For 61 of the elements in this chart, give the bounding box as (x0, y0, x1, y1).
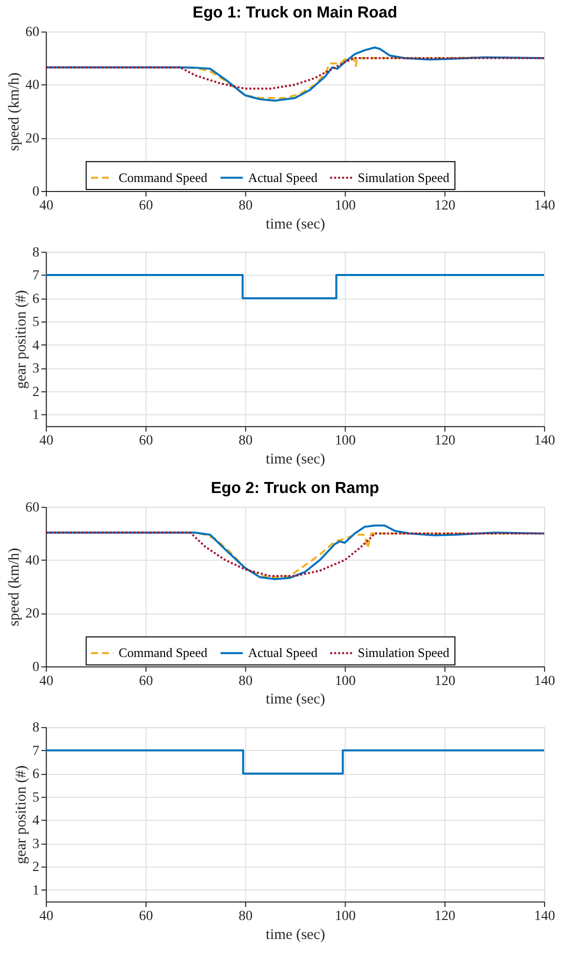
x-tick-label: 80 (238, 198, 253, 214)
x-tick-label: 100 (334, 908, 356, 924)
y-tick-label: 4 (32, 814, 40, 829)
x-tick-label: 120 (434, 908, 456, 924)
x-tick-label: 140 (534, 908, 556, 924)
x-axis-title: time (sec) (266, 926, 326, 943)
y-tick-label: 60 (25, 500, 40, 516)
y-tick-label: 40 (25, 554, 40, 569)
x-axis-title: time (sec) (266, 452, 326, 468)
y-tick-label: 0 (32, 184, 40, 200)
x-tick-label: 120 (434, 198, 456, 214)
y-tick-label: 1 (32, 883, 40, 898)
y-tick-label: 6 (32, 767, 40, 782)
x-tick-label: 100 (334, 434, 356, 449)
x-axis-title: time (sec) (266, 692, 326, 708)
x-tick-label: 80 (238, 908, 253, 924)
y-axis-title: gear position (#) (13, 765, 30, 864)
legend-label: Actual Speed (248, 170, 318, 185)
y-axis-title: gear position (#) (13, 290, 30, 389)
y-tick-label: 3 (32, 836, 40, 852)
y-tick-label: 2 (32, 860, 40, 876)
y-tick-label: 7 (32, 744, 40, 759)
y-tick-label: 3 (32, 362, 40, 377)
x-tick-label: 120 (434, 434, 456, 449)
y-axis-title: speed (km/h) (6, 72, 22, 151)
y-tick-label: 1 (32, 408, 40, 424)
x-axis-title: time (sec) (266, 216, 326, 232)
x-tick-label: 80 (238, 674, 253, 689)
x-tick-label: 60 (139, 908, 153, 924)
y-tick-label: 20 (25, 606, 40, 622)
y-axis-title: speed (km/h) (6, 548, 22, 626)
x-tick-label: 60 (139, 198, 153, 214)
x-tick-label: 140 (534, 198, 556, 214)
y-tick-label: 7 (32, 268, 40, 284)
y-tick-label: 20 (25, 131, 40, 146)
y-tick-label: 2 (32, 384, 40, 400)
legend-label: Command Speed (118, 645, 208, 660)
x-tick-label: 140 (534, 434, 556, 449)
x-tick-label: 60 (139, 674, 153, 689)
y-tick-label: 8 (32, 720, 40, 736)
y-tick-label: 8 (32, 245, 40, 260)
x-tick-label: 80 (238, 434, 253, 449)
x-tick-label: 120 (434, 674, 456, 689)
chart-title: Ego 1: Truck on Main Road (192, 4, 398, 22)
legend-label: Simulation Speed (358, 645, 450, 660)
legend-label: Actual Speed (248, 645, 318, 660)
y-tick-label: 0 (32, 660, 40, 675)
chart-title: Ego 2: Truck on Ramp (210, 480, 380, 497)
line-series (44, 57, 546, 90)
y-tick-label: 5 (32, 790, 40, 806)
y-tick-label: 4 (32, 338, 40, 354)
x-tick-label: 140 (534, 674, 556, 689)
y-tick-label: 6 (32, 292, 40, 307)
y-tick-label: 60 (25, 25, 40, 40)
x-tick-label: 100 (334, 198, 356, 214)
legend-label: Command Speed (118, 170, 208, 185)
y-tick-label: 5 (32, 315, 40, 330)
x-tick-label: 100 (334, 674, 356, 689)
legend-label: Simulation Speed (358, 170, 450, 185)
x-tick-label: 60 (139, 434, 153, 449)
y-tick-label: 40 (25, 78, 40, 94)
